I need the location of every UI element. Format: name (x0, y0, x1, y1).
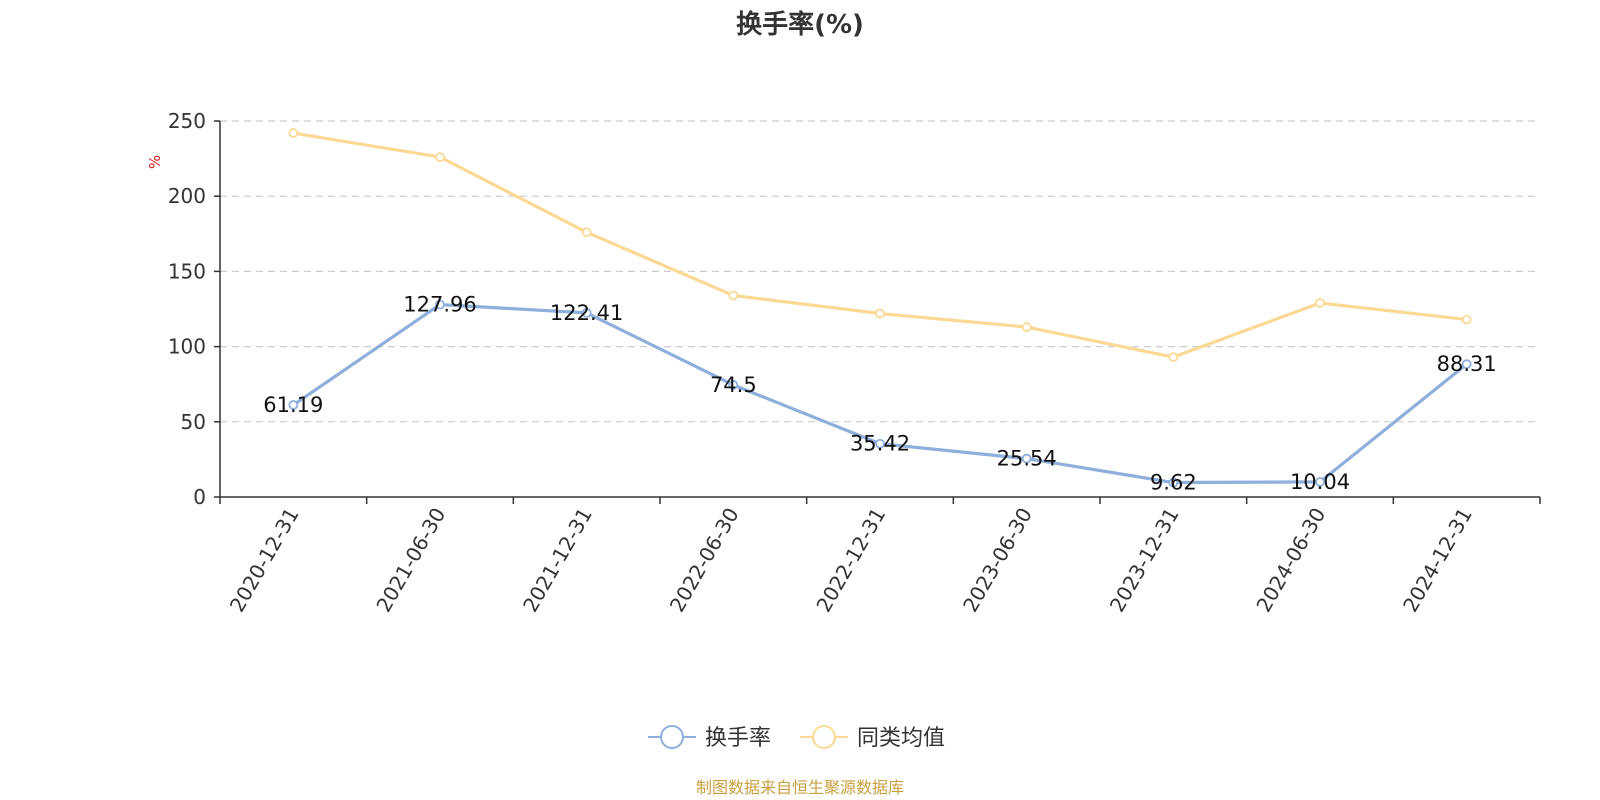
series-0-data-label: 127.96 (403, 293, 476, 317)
series-1-point[interactable] (1168, 352, 1179, 363)
x-tick-label: 2021-12-31 (518, 504, 597, 617)
x-tick-label: 2023-12-31 (1105, 504, 1184, 617)
series-1-point[interactable] (728, 290, 739, 301)
series-0-data-label: 122.41 (550, 301, 623, 325)
series-0-data-label: 9.62 (1150, 471, 1197, 495)
series-0-data-label: 61.19 (263, 393, 323, 417)
series-0-data-label: 10.04 (1290, 470, 1350, 494)
y-tick-label: 150 (168, 259, 206, 283)
legend-marker-circle (660, 725, 684, 749)
x-tick-label: 2020-12-31 (225, 504, 304, 617)
series-0-data-label: 25.54 (997, 447, 1057, 471)
y-tick-label: 100 (168, 335, 206, 359)
series-0-point[interactable] (1168, 477, 1179, 488)
y-tick-label: 50 (181, 410, 206, 434)
y-tick-label: 250 (168, 109, 206, 133)
series-0-point[interactable] (875, 438, 885, 449)
grid-lines (220, 120, 1540, 423)
x-tick-label: 2024-06-30 (1251, 504, 1330, 617)
series-1-point[interactable] (288, 128, 299, 138)
series-1-point[interactable] (875, 308, 885, 319)
y-axis-unit-label: % (146, 155, 164, 169)
legend-marker-circle (812, 725, 836, 749)
series-line-1 (293, 131, 1467, 359)
chart-title: 换手率(%) (736, 9, 864, 40)
series-0-point[interactable] (1461, 359, 1472, 370)
legend-item-1[interactable]: 同类均值 (800, 725, 945, 751)
x-tick-label: 2021-06-30 (371, 504, 450, 617)
series-0-point[interactable] (288, 400, 299, 410)
x-tick-label: 2023-06-30 (958, 504, 1037, 617)
series-lines (288, 128, 1472, 488)
series-0-point[interactable] (728, 380, 739, 390)
y-tick-label: 0 (193, 485, 206, 509)
series-0-point[interactable] (1021, 453, 1032, 464)
series-1-point[interactable] (435, 152, 445, 162)
legend-label: 同类均值 (857, 726, 945, 751)
legend[interactable]: 换手率 同类均值 (648, 725, 945, 751)
series-1-point[interactable] (1461, 314, 1472, 325)
series-0-data-label: 88.31 (1437, 352, 1497, 376)
series-0-data-label: 74.5 (710, 373, 757, 397)
x-tick-label: 2024-12-31 (1398, 504, 1477, 617)
x-tick-label: 2022-06-30 (665, 504, 744, 617)
data-source-note: 制图数据来自恒生聚源数据库 (696, 778, 904, 797)
legend-item-0[interactable]: 换手率 (648, 725, 771, 751)
axes: 0 50 100 150 200 250 2020-12-31 2021-06-30 2021-… (168, 109, 1541, 617)
legend-label: 换手率 (705, 726, 771, 751)
series-line-0 (292, 302, 1468, 485)
y-tick-label: 200 (168, 184, 206, 208)
series-1-point[interactable] (1315, 298, 1325, 308)
series-1-point[interactable] (581, 227, 592, 238)
data-labels: 61.19 127.96 122.41 74.5 35.42 25.54 9.62 10.04… (263, 293, 1496, 495)
x-tick-label: 2022-12-31 (811, 504, 890, 617)
series-1-point[interactable] (1021, 322, 1032, 332)
series-0-point[interactable] (435, 299, 445, 310)
series-0-data-label: 35.42 (850, 432, 910, 456)
series-0-point[interactable] (581, 307, 592, 318)
series-0-point[interactable] (1315, 476, 1325, 487)
